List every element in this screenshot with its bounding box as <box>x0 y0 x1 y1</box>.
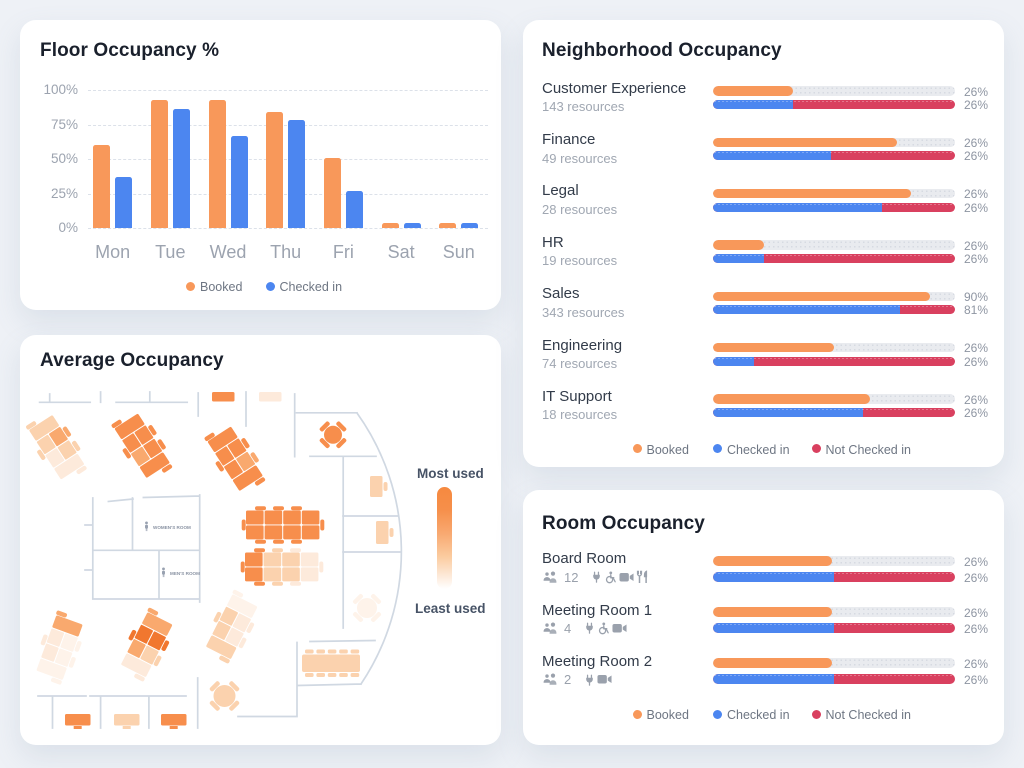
svg-text:MEN'S ROOM: MEN'S ROOM <box>170 571 200 576</box>
svg-text:WOMEN'S ROOM: WOMEN'S ROOM <box>153 525 191 530</box>
